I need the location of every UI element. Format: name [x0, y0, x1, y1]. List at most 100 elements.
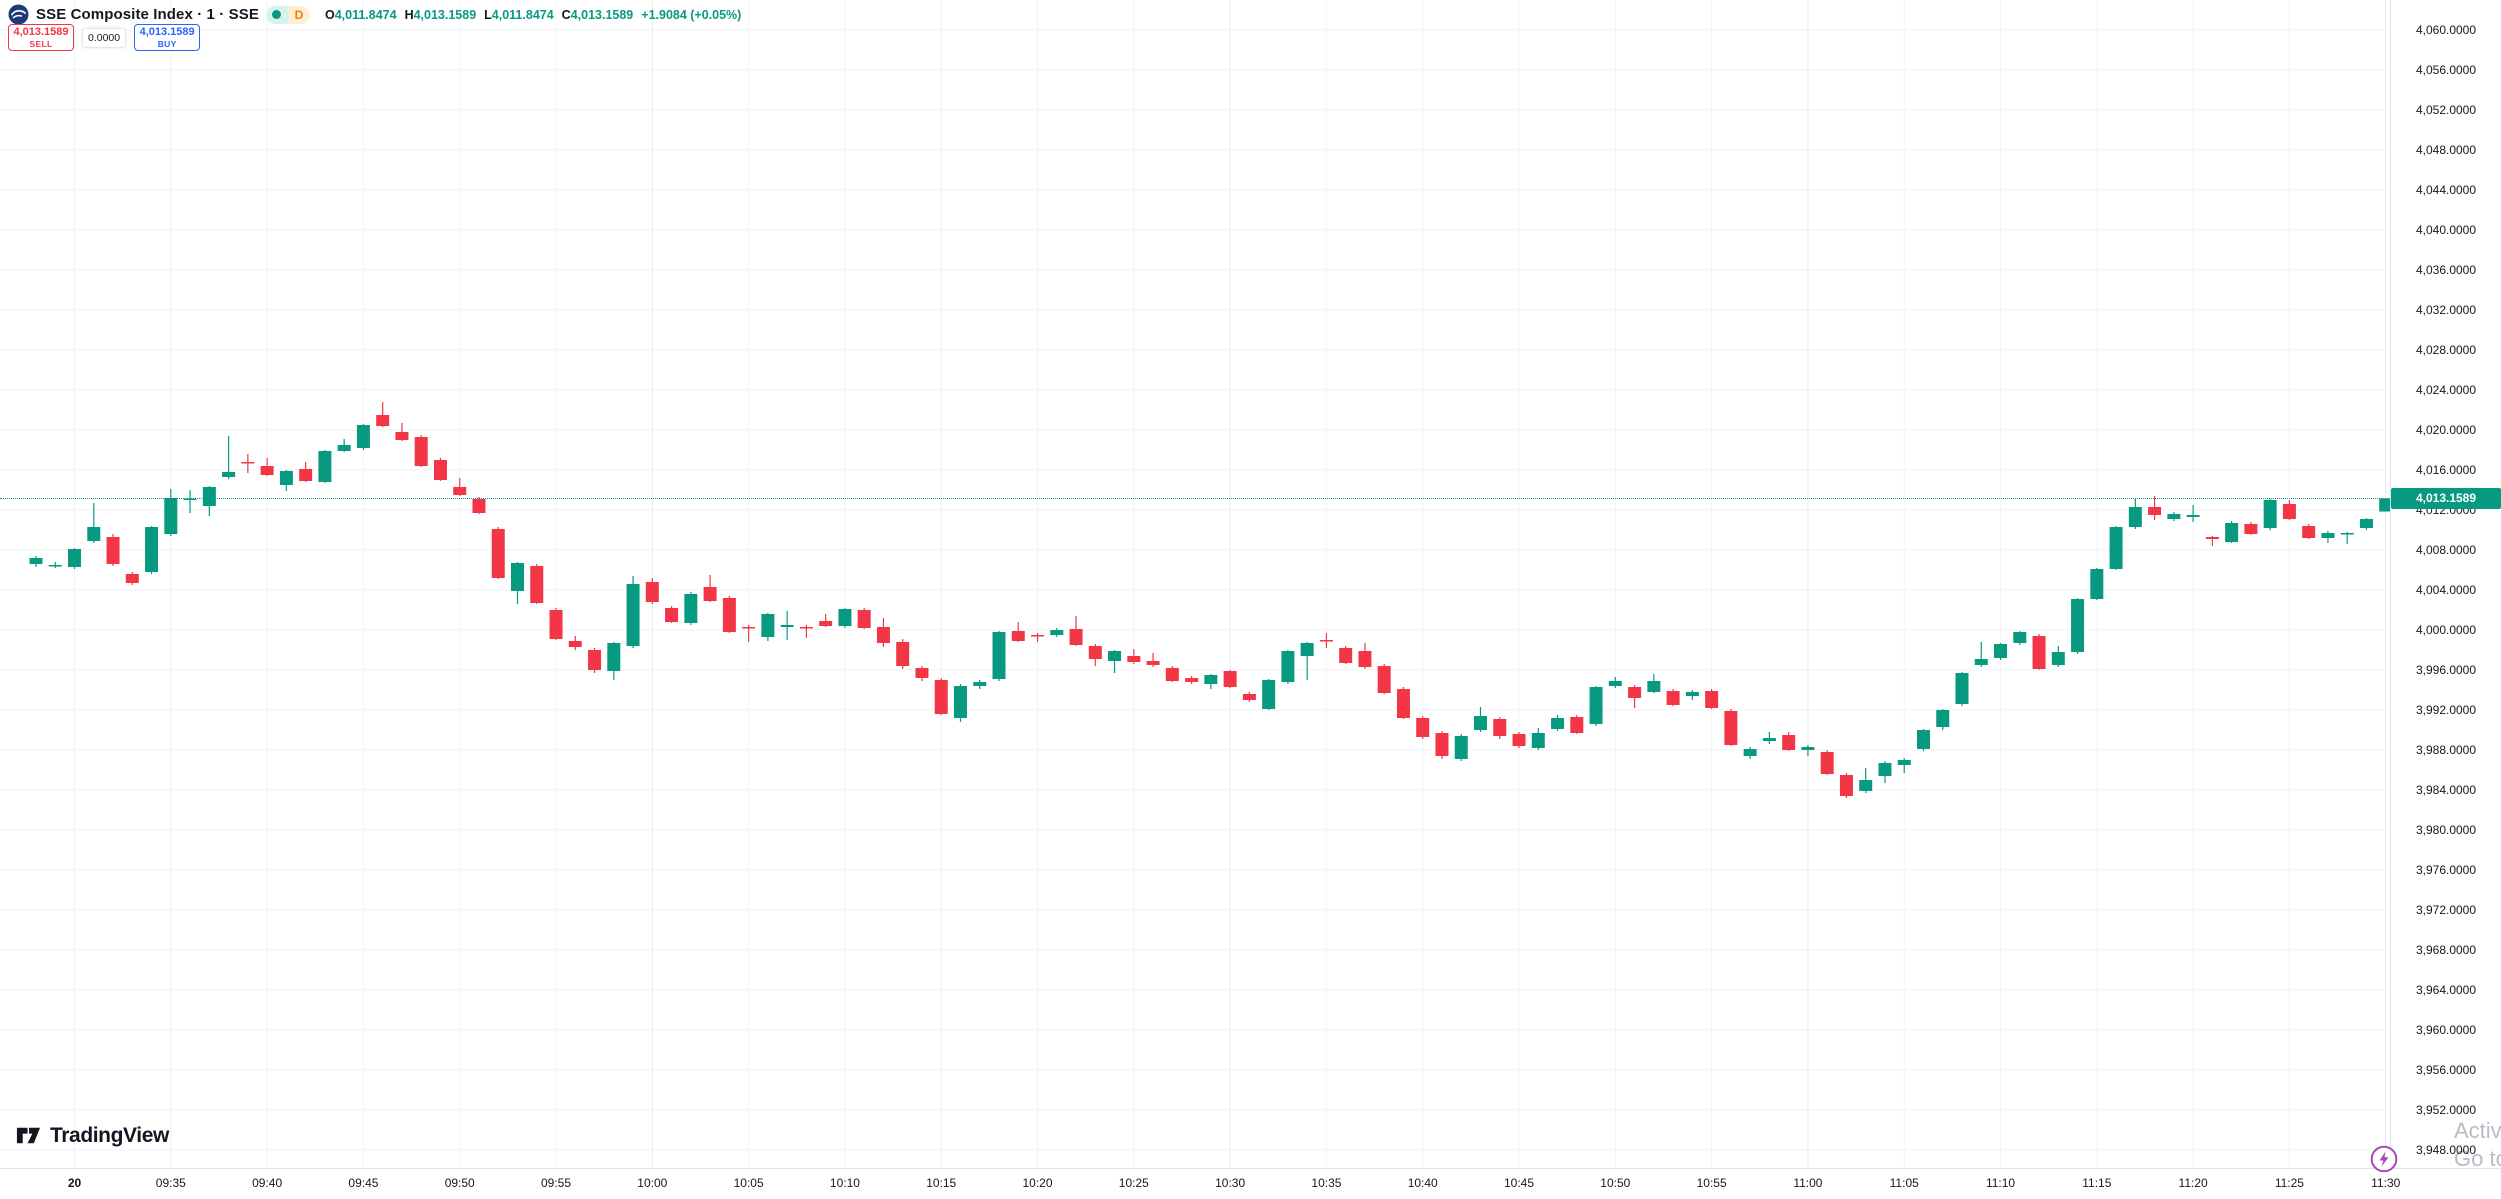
price-axis-label: 3,972.0000: [2415, 903, 2477, 917]
candle-body: [665, 608, 679, 622]
price-axis-label: 4,048.0000: [2415, 143, 2477, 157]
candle-body: [1647, 681, 1661, 692]
candle-body: [453, 487, 467, 495]
tradingview-logo-text: TradingView: [50, 1123, 169, 1147]
chart-plot-area[interactable]: [0, 0, 2390, 1168]
price-axis-label: 3,980.0000: [2415, 823, 2477, 837]
candle-body: [164, 498, 178, 534]
candle-body: [857, 610, 871, 628]
candle-body: [1031, 635, 1045, 637]
candle-body: [607, 643, 621, 671]
symbol-title[interactable]: SSE Composite Index · 1 · SSE: [36, 6, 259, 23]
candle-body: [2128, 507, 2142, 527]
time-axis-label: 11:15: [2082, 1176, 2112, 1190]
time-axis-label: 11:05: [1889, 1176, 1919, 1190]
price-axis-label: 3,956.0000: [2415, 1063, 2477, 1077]
spread-value: 0.0000: [83, 28, 126, 47]
time-axis-label: 09:35: [155, 1176, 186, 1190]
candle-body: [2148, 507, 2162, 515]
tradingview-mark-icon: [15, 1122, 42, 1149]
sse-logo-icon: [8, 4, 29, 25]
candle-body: [992, 632, 1006, 679]
low-value: L4,011.8474: [484, 7, 554, 22]
candle-body: [2205, 537, 2219, 539]
time-axis-label: 10:30: [1215, 1176, 1246, 1190]
candlestick-chart[interactable]: [0, 0, 2390, 1168]
time-axis-label: 11:10: [1985, 1176, 2016, 1190]
candle-body: [68, 549, 82, 567]
candle-body: [1936, 710, 1950, 727]
time-axis-label: 10:00: [637, 1176, 668, 1190]
sell-button[interactable]: 4,013.1589 SELL: [8, 24, 74, 51]
price-axis-label: 3,952.0000: [2415, 1103, 2477, 1117]
candle-body: [1685, 692, 1699, 696]
price-axis-label: 4,056.0000: [2415, 63, 2477, 77]
candle-body: [1897, 760, 1911, 765]
market-status-dot-icon: [272, 10, 282, 19]
candle-body: [1570, 717, 1584, 733]
tradingview-logo[interactable]: TradingView: [15, 1122, 169, 1149]
candle-body: [2263, 500, 2277, 528]
price-axis-label: 4,052.0000: [2415, 103, 2477, 117]
time-axis-label: 10:50: [1600, 1176, 1631, 1190]
price-axis-label: 3,976.0000: [2415, 863, 2477, 877]
time-axis-label: 11:20: [2178, 1176, 2208, 1190]
candle-body: [896, 642, 910, 666]
candle-body: [2071, 599, 2085, 652]
candle-body: [1782, 735, 1796, 750]
candle-body: [2379, 498, 2390, 512]
candle-body: [1204, 675, 1218, 684]
candle-body: [2321, 533, 2335, 538]
candle-body: [1512, 734, 1526, 746]
candle-body: [106, 537, 120, 564]
candle-body: [934, 680, 948, 714]
time-axis-label: 11:00: [1793, 1176, 1823, 1190]
candle-body: [395, 432, 409, 440]
candle-body: [2090, 569, 2104, 599]
time-axis-label: 09:40: [252, 1176, 283, 1190]
time-axis-label: 10:10: [829, 1176, 860, 1190]
price-axis[interactable]: 4,013.1589 4,060.0000 4,056.0000 4,052.000…: [2390, 0, 2501, 1168]
candle-body: [568, 641, 582, 647]
price-axis-label: 4,008.0000: [2415, 543, 2477, 557]
candle-body: [1339, 648, 1353, 663]
candle-body: [1454, 736, 1468, 759]
candle-body: [838, 609, 852, 626]
close-value: C4,013.1589: [561, 7, 634, 22]
candle-body: [530, 566, 544, 603]
candle-body: [1762, 738, 1776, 741]
price-axis-label: 3,968.0000: [2415, 943, 2477, 957]
candle-body: [1108, 651, 1122, 661]
candle-body: [2244, 524, 2258, 534]
candle-body: [876, 627, 890, 643]
time-axis-label: 10:15: [926, 1176, 957, 1190]
price-axis-label: 4,020.0000: [2415, 423, 2477, 437]
candle-body: [1589, 687, 1603, 724]
time-axis[interactable]: 20 09:35 09:40 09:45 09:50 09:55 10:00 10:05 10:…: [0, 1168, 2501, 1199]
buy-button[interactable]: 4,013.1589 BUY: [134, 24, 201, 51]
candle-body: [1551, 718, 1565, 729]
candle-body: [953, 686, 967, 718]
candle-body: [722, 598, 736, 632]
candle-body: [1801, 747, 1815, 750]
candle-body: [299, 469, 313, 481]
timeframe-badge: D: [294, 7, 304, 22]
candle-body: [1416, 718, 1430, 737]
lightning-icon[interactable]: [2370, 1145, 2398, 1178]
time-axis-label: 20: [67, 1176, 82, 1190]
candle-body: [1608, 681, 1622, 686]
price-axis-label: 4,000.0000: [2415, 623, 2477, 637]
open-value: O4,011.8474: [324, 7, 397, 22]
high-value: H4,013.1589: [404, 7, 477, 22]
candle-body: [202, 487, 216, 506]
price-axis-label: 3,948.0000: [2415, 1143, 2477, 1157]
candle-body: [761, 614, 775, 637]
candle-body: [2032, 636, 2046, 669]
time-axis-label: 09:50: [444, 1176, 475, 1190]
candle-body: [1396, 689, 1410, 718]
candle-body: [1474, 716, 1487, 730]
candle-body: [2282, 504, 2296, 519]
status-timeframe-pill[interactable]: D: [265, 5, 310, 24]
buy-price: 4,013.1589: [139, 25, 195, 38]
price-axis-label: 4,004.0000: [2415, 583, 2477, 597]
